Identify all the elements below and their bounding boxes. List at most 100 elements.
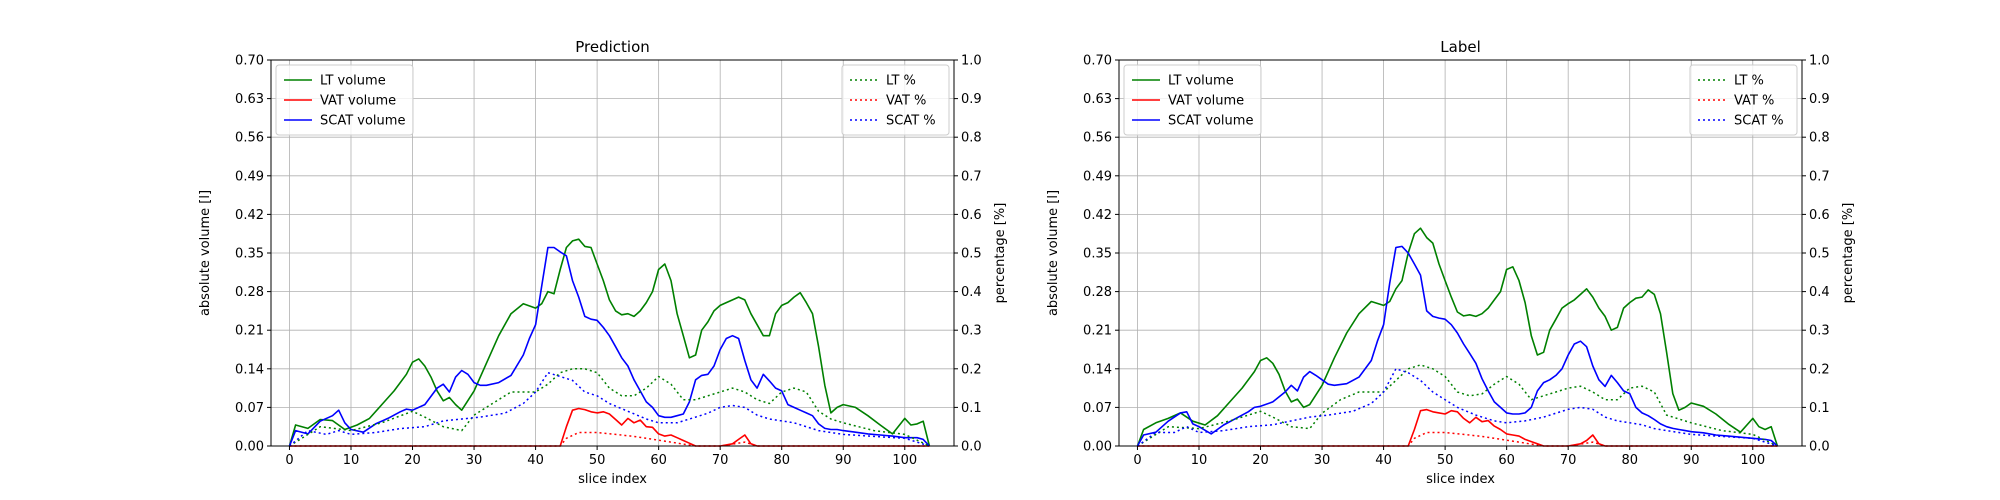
y-tick-label: 0.28 xyxy=(235,285,264,300)
y-right-tick-label: 0.0 xyxy=(961,440,982,455)
y-tick-label: 0.07 xyxy=(1083,401,1112,416)
series-line-vat-volume xyxy=(1137,408,1778,447)
y-tick-label: 0.49 xyxy=(235,169,264,184)
x-tick-label: 0 xyxy=(1133,453,1141,468)
legend-label: VAT volume xyxy=(1168,94,1244,109)
chart-panel-prediction: 0 10 20 30 40 50 60 70 80 90 100 0.00 0.07 0.14 0.21 0.… xyxy=(198,38,1008,487)
y-right-axis-label: percentage [%] xyxy=(993,203,1008,304)
x-tick-label: 20 xyxy=(1252,453,1269,468)
legend-label: SCAT volume xyxy=(320,114,405,129)
x-tick-label: 60 xyxy=(1498,453,1515,468)
x-tick-label: 80 xyxy=(1621,453,1638,468)
y-tick-label: 0.07 xyxy=(235,401,264,416)
series-line-lt xyxy=(289,368,930,447)
legend-label: VAT % xyxy=(1734,94,1774,109)
y-tick-label: 0.21 xyxy=(235,324,264,339)
y-right-tick-label: 0.5 xyxy=(1809,247,1830,262)
x-tick-label: 20 xyxy=(404,453,421,468)
y-tick-label: 0.49 xyxy=(1083,169,1112,184)
y-axis-label: absolute volume [l] xyxy=(1046,190,1061,316)
x-tick-label: 90 xyxy=(1683,453,1700,468)
x-tick-label: 70 xyxy=(1560,453,1577,468)
x-tick-label: 50 xyxy=(1437,453,1454,468)
y-right-tick-label: 0.2 xyxy=(961,362,982,377)
y-tick-label: 0.63 xyxy=(235,92,264,107)
y-tick-label: 0.14 xyxy=(235,362,264,377)
x-tick-label: 100 xyxy=(892,453,917,468)
x-tick-label: 40 xyxy=(527,453,544,468)
series-line-vat-volume xyxy=(289,407,930,447)
y-right-tick-label: 0.1 xyxy=(961,401,982,416)
legend-label: SCAT % xyxy=(886,114,936,129)
series-line-lt-volume xyxy=(288,238,931,447)
x-tick-label: 10 xyxy=(1191,453,1208,468)
series-line-vat xyxy=(289,431,930,447)
y-tick-label: 0.56 xyxy=(235,131,264,146)
legend-label: VAT volume xyxy=(320,94,396,109)
x-tick-label: 0 xyxy=(285,453,293,468)
legend-box xyxy=(1689,64,1798,136)
x-tick-label: 50 xyxy=(589,453,606,468)
legend-label: LT volume xyxy=(320,74,386,89)
y-axis-label: absolute volume [l] xyxy=(198,190,213,316)
legend-label: LT volume xyxy=(1168,74,1234,89)
y-tick-label: 0.00 xyxy=(235,440,264,455)
y-tick-label: 0.56 xyxy=(1083,131,1112,146)
y-right-tick-label: 0.8 xyxy=(1809,131,1830,146)
x-tick-label: 10 xyxy=(343,453,360,468)
x-axis-label: slice index xyxy=(578,472,647,487)
y-tick-label: 0.42 xyxy=(235,208,264,223)
y-right-tick-label: 0.4 xyxy=(961,285,982,300)
y-tick-label: 0.35 xyxy=(235,247,264,262)
legend-box xyxy=(841,64,950,136)
x-tick-label: 80 xyxy=(773,453,790,468)
x-axis-label: slice index xyxy=(1426,472,1495,487)
legend-label: SCAT % xyxy=(1734,114,1784,129)
y-right-tick-label: 0.5 xyxy=(961,247,982,262)
x-tick-label: 70 xyxy=(712,453,729,468)
y-tick-label: 0.35 xyxy=(1083,247,1112,262)
legend-label: LT % xyxy=(886,74,916,89)
y-right-tick-label: 0.0 xyxy=(1809,440,1830,455)
y-right-tick-label: 1.0 xyxy=(1809,54,1830,69)
y-right-tick-label: 0.1 xyxy=(1809,401,1830,416)
x-tick-label: 100 xyxy=(1740,453,1765,468)
legend-label: LT % xyxy=(1734,74,1764,89)
chart-panel-label: 0 10 20 30 40 50 60 70 80 90 100 0.00 0.07 0.14 0.21 0.… xyxy=(1046,38,1856,487)
y-tick-label: 0.42 xyxy=(1083,208,1112,223)
y-right-axis-label: percentage [%] xyxy=(1841,203,1856,304)
x-tick-label: 60 xyxy=(650,453,667,468)
legend-label: VAT % xyxy=(886,94,926,109)
y-right-tick-label: 1.0 xyxy=(961,54,982,69)
y-right-tick-label: 0.7 xyxy=(961,169,982,184)
series-line-scat xyxy=(1137,368,1778,447)
y-right-tick-label: 0.3 xyxy=(961,324,982,339)
y-tick-label: 0.70 xyxy=(235,54,264,69)
y-right-tick-label: 0.2 xyxy=(1809,362,1830,377)
x-tick-label: 40 xyxy=(1375,453,1392,468)
chart-title: Label xyxy=(1440,38,1480,56)
y-right-tick-label: 0.8 xyxy=(961,131,982,146)
y-right-tick-label: 0.6 xyxy=(1809,208,1830,223)
x-tick-label: 30 xyxy=(466,453,483,468)
x-tick-label: 90 xyxy=(835,453,852,468)
y-tick-label: 0.28 xyxy=(1083,285,1112,300)
legend-label: SCAT volume xyxy=(1168,114,1253,129)
y-right-tick-label: 0.9 xyxy=(1809,92,1830,107)
chart-title: Prediction xyxy=(575,38,650,56)
y-tick-label: 0.21 xyxy=(1083,324,1112,339)
y-right-tick-label: 0.3 xyxy=(1809,324,1830,339)
y-tick-label: 0.70 xyxy=(1083,54,1112,69)
y-right-tick-label: 0.7 xyxy=(1809,169,1830,184)
legend-box xyxy=(275,64,414,136)
y-right-tick-label: 0.6 xyxy=(961,208,982,223)
y-right-tick-label: 0.4 xyxy=(1809,285,1830,300)
series-line-lt-volume xyxy=(1136,227,1779,447)
x-tick-label: 30 xyxy=(1314,453,1331,468)
y-tick-label: 0.14 xyxy=(1083,362,1112,377)
series-line-scat-volume xyxy=(288,246,930,447)
y-tick-label: 0.63 xyxy=(1083,92,1112,107)
series-line-vat xyxy=(1137,431,1778,447)
legend-box xyxy=(1123,64,1262,136)
